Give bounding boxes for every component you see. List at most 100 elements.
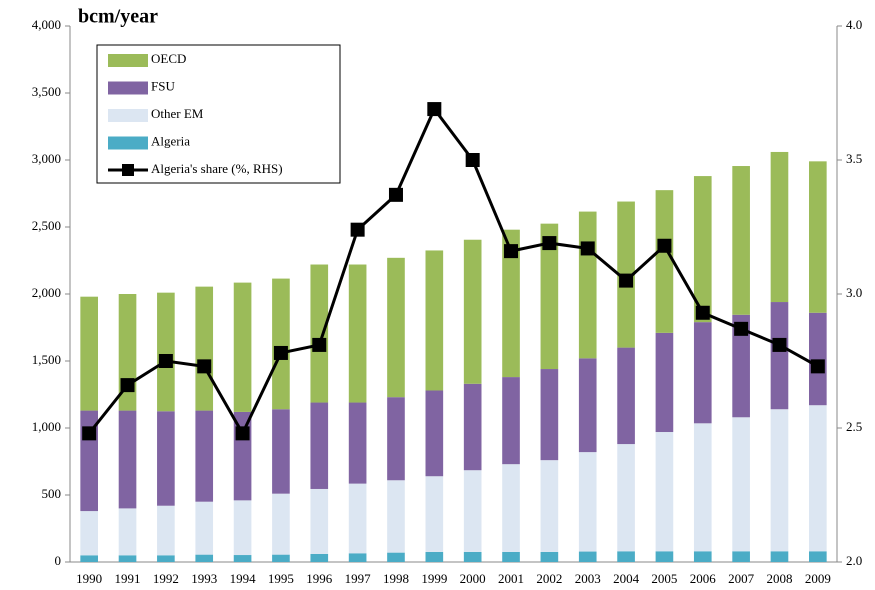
y-tick-label: 3,000 <box>32 151 61 166</box>
share-marker <box>312 337 327 352</box>
y2-tick-label: 2.0 <box>846 553 862 568</box>
bar-segment <box>732 417 750 552</box>
bar-segment <box>732 314 750 418</box>
y-tick-label: 0 <box>55 553 62 568</box>
bar-segment <box>310 553 329 562</box>
bar-segment <box>233 282 252 412</box>
bar-segment <box>272 554 290 562</box>
bar-segment <box>195 501 214 555</box>
bar-segment <box>655 190 674 333</box>
share-marker <box>580 241 595 256</box>
y-tick-label: 500 <box>42 486 62 501</box>
x-tick-label: 1997 <box>345 571 372 586</box>
bar-segment <box>809 312 827 406</box>
y2-tick-label: 2.5 <box>846 419 862 434</box>
bar-segment <box>157 555 175 562</box>
bar-segment <box>655 432 674 552</box>
share-marker <box>619 273 634 288</box>
x-tick-label: 2007 <box>728 571 755 586</box>
bar-segment <box>348 553 367 562</box>
y-tick-label: 2,500 <box>32 218 61 233</box>
bar-segment <box>80 555 98 562</box>
bar-segment <box>348 483 367 554</box>
bar-segment <box>118 410 137 509</box>
bar-segment <box>502 464 520 552</box>
bar-segment <box>578 358 597 453</box>
x-tick-label: 2006 <box>690 571 717 586</box>
y-tick-label: 1,000 <box>32 419 61 434</box>
x-tick-label: 1999 <box>421 571 447 586</box>
legend-label: FSU <box>151 78 175 93</box>
share-marker <box>350 222 365 237</box>
bar-segment <box>502 377 520 465</box>
share-marker <box>657 238 672 253</box>
share-marker <box>273 345 288 360</box>
share-marker <box>504 244 519 259</box>
x-tick-label: 2009 <box>805 571 831 586</box>
bar-segment <box>272 493 290 555</box>
bar-segment <box>348 402 367 484</box>
x-tick-label: 1992 <box>153 571 179 586</box>
bar-segment <box>655 332 674 433</box>
legend-label: Algeria <box>151 133 190 148</box>
x-tick-label: 1996 <box>306 571 333 586</box>
bar-segment <box>463 239 482 384</box>
bar-segment <box>655 551 674 562</box>
bar-segment <box>272 409 290 494</box>
share-marker <box>82 426 97 441</box>
share-marker <box>158 354 173 368</box>
bar-segment <box>387 397 405 481</box>
bar-segment <box>463 470 482 552</box>
bar-segment <box>770 409 789 552</box>
bar-segment <box>425 250 444 391</box>
bar-segment <box>540 369 559 461</box>
x-tick-label: 1990 <box>76 571 102 586</box>
share-marker <box>465 153 480 167</box>
share-marker <box>695 305 710 320</box>
y2-tick-label: 3.5 <box>846 151 862 166</box>
bar-segment <box>578 452 597 552</box>
x-tick-label: 1993 <box>191 571 217 586</box>
share-line <box>88 106 819 437</box>
bar-segment <box>693 423 712 552</box>
x-tick-label: 2004 <box>613 571 640 586</box>
bar-segment <box>540 460 559 552</box>
bar-segment <box>157 292 175 412</box>
y-tick-label: 3,500 <box>32 84 61 99</box>
legend-swatch <box>108 54 148 67</box>
bar-segment <box>425 390 444 477</box>
share-marker <box>388 187 403 202</box>
share-marker <box>772 337 787 352</box>
bar-segment <box>195 410 214 502</box>
legend-marker <box>122 164 134 176</box>
bar-segment <box>540 551 559 562</box>
x-tick-label: 2008 <box>766 571 792 586</box>
bar-segment <box>770 551 789 562</box>
legend-swatch <box>108 136 148 150</box>
bar-segment <box>693 176 712 323</box>
share-marker <box>427 102 442 117</box>
chart-title: bcm/year <box>78 6 158 28</box>
x-tick-label: 1995 <box>268 571 294 586</box>
y2-tick-label: 3.0 <box>846 285 862 300</box>
bar-segment <box>770 151 789 303</box>
y2-tick-label: 4.0 <box>846 17 862 32</box>
x-tick-label: 2002 <box>536 571 562 586</box>
bar-segment <box>732 166 750 315</box>
bar-segment <box>387 552 405 562</box>
bar-segment <box>80 511 98 556</box>
bar-segment <box>770 302 789 410</box>
bar-segment <box>310 402 329 489</box>
legend-label: Other EM <box>151 106 204 121</box>
bar-segment <box>80 296 98 411</box>
legend-label: Algeria's share (%, RHS) <box>151 161 283 176</box>
x-tick-label: 2000 <box>460 571 486 586</box>
bar-segment <box>157 505 175 556</box>
x-tick-label: 2001 <box>498 571 524 586</box>
bar-segment <box>118 555 137 562</box>
bar-segment <box>348 264 367 403</box>
y-tick-label: 1,500 <box>32 352 61 367</box>
bar-segment <box>157 411 175 506</box>
share-marker <box>197 359 212 374</box>
